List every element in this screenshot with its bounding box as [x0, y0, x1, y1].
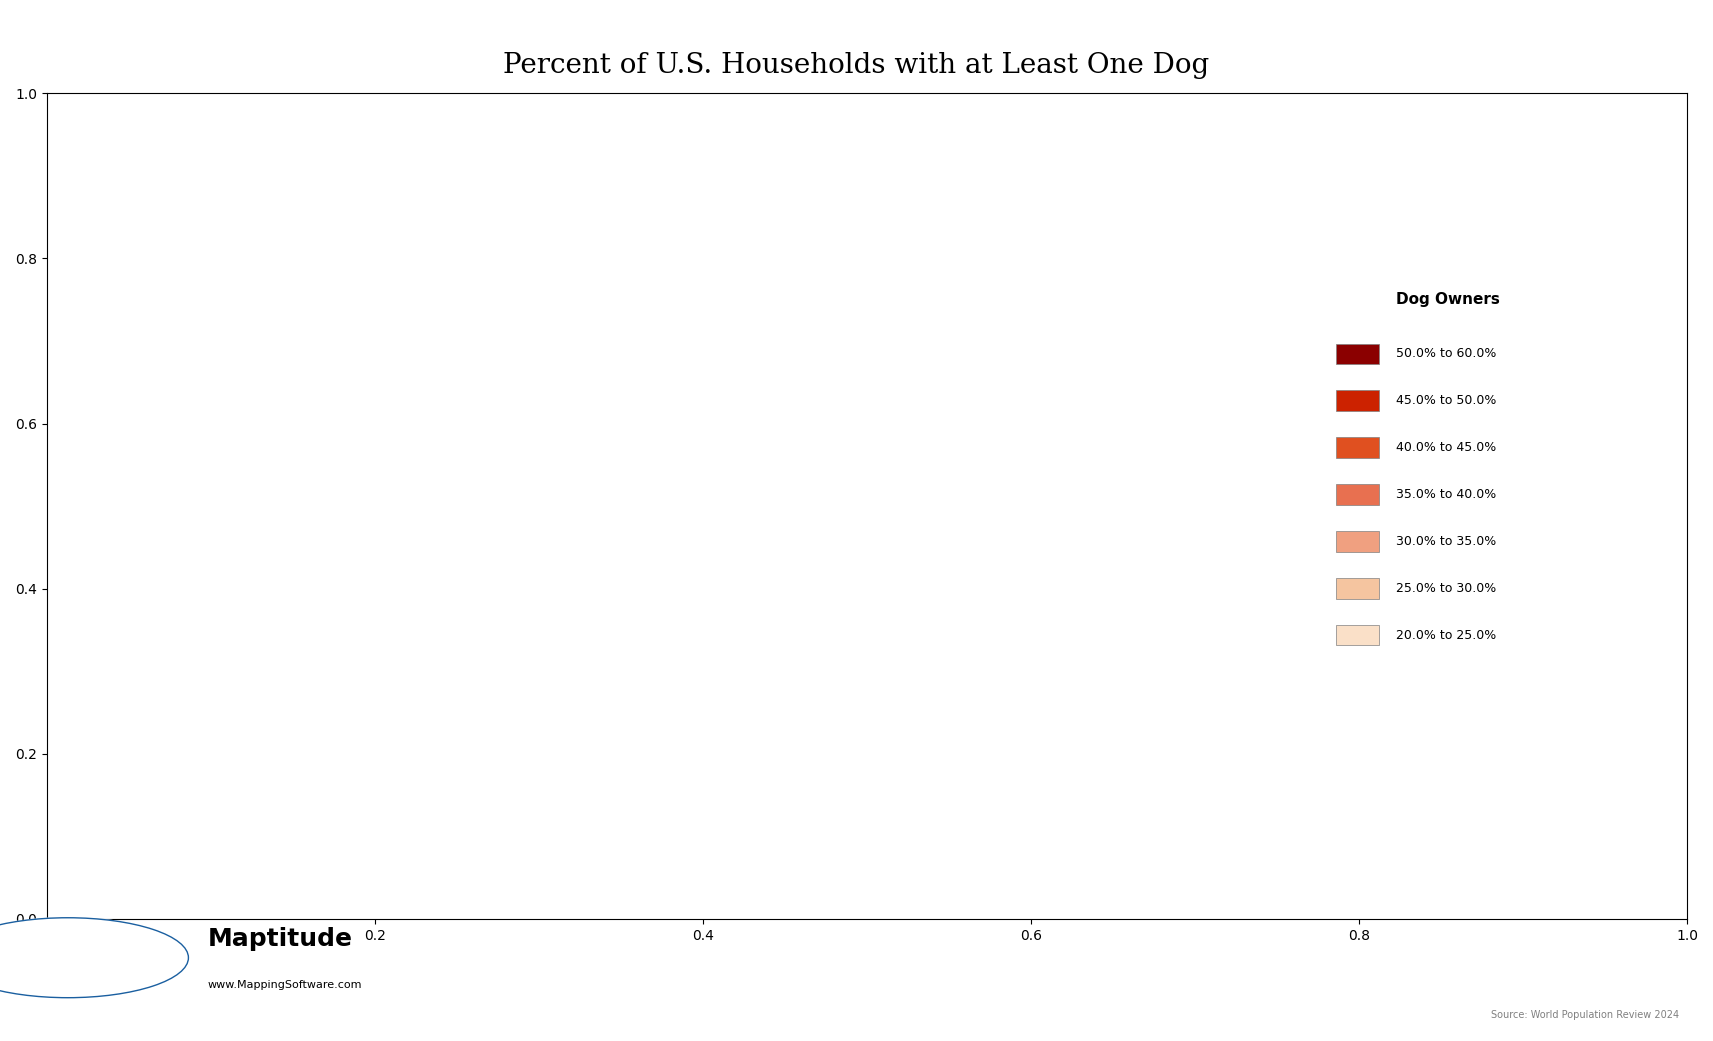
Text: Percent of U.S. Households with at Least One Dog: Percent of U.S. Households with at Least…	[504, 52, 1209, 79]
Text: www.MappingSoftware.com: www.MappingSoftware.com	[207, 981, 361, 990]
Text: 40.0% to 45.0%: 40.0% to 45.0%	[1396, 441, 1497, 454]
Text: 25.0% to 30.0%: 25.0% to 30.0%	[1396, 582, 1497, 594]
Circle shape	[0, 918, 188, 997]
Text: 30.0% to 35.0%: 30.0% to 35.0%	[1396, 535, 1497, 548]
Text: 35.0% to 40.0%: 35.0% to 40.0%	[1396, 488, 1497, 501]
Text: 45.0% to 50.0%: 45.0% to 50.0%	[1396, 395, 1497, 407]
Text: Dog Owners: Dog Owners	[1396, 293, 1501, 307]
Text: Maptitude: Maptitude	[207, 926, 353, 951]
Text: 50.0% to 60.0%: 50.0% to 60.0%	[1396, 348, 1497, 360]
Text: 20.0% to 25.0%: 20.0% to 25.0%	[1396, 629, 1497, 641]
Text: Source: World Population Review 2024: Source: World Population Review 2024	[1490, 1010, 1679, 1020]
